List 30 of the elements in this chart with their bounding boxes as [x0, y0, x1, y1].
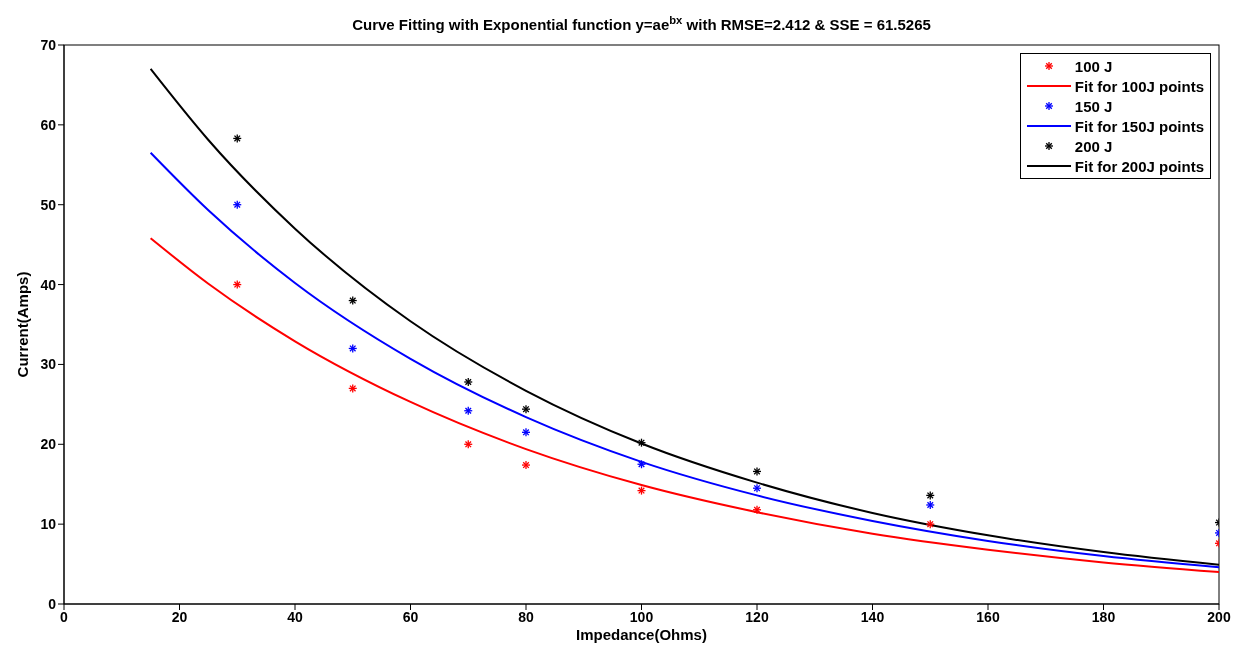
- y-tick-label: 40: [40, 276, 57, 293]
- y-tick-label: 70: [40, 36, 57, 53]
- x-tick-label: 200: [1207, 608, 1231, 625]
- x-tick-label: 180: [1091, 608, 1116, 625]
- legend-label: Fit for 150J points: [1074, 117, 1204, 135]
- legend-label: 150 J: [1074, 97, 1113, 115]
- legend-label: Fit for 100J points: [1074, 77, 1204, 95]
- x-tick-label: 60: [402, 608, 419, 625]
- y-tick-label: 20: [40, 436, 57, 453]
- x-tick-label: 40: [287, 608, 303, 625]
- y-tick-label: 30: [40, 356, 57, 373]
- x-axis-title: Impedance(Ohms): [576, 626, 707, 643]
- x-tick-label: 100: [629, 608, 654, 625]
- x-tick-label: 0: [60, 608, 69, 625]
- y-tick-label: 10: [40, 516, 57, 533]
- legend-label: Fit for 200J points: [1074, 157, 1204, 175]
- y-tick-label: 60: [40, 116, 57, 133]
- x-tick-label: 140: [860, 608, 885, 625]
- line-series: [149, 151, 1219, 569]
- y-tick-label: 0: [48, 595, 57, 612]
- x-tick-label: 160: [976, 608, 1000, 625]
- x-tick-label: 120: [745, 608, 769, 625]
- line-series: [149, 237, 1219, 574]
- x-tick-label: 80: [518, 608, 534, 625]
- y-tick-label: 50: [40, 196, 57, 213]
- chart-title: Curve Fitting with Exponential function y=ae$^{bx}$ with RMSE=2.412 & SSE = 61.5265: [352, 14, 931, 33]
- y-axis-title: Current(Amps): [14, 271, 31, 378]
- legend-label: 200 J: [1074, 137, 1113, 155]
- x-tick-label: 20: [171, 608, 188, 625]
- legend-label: 100 J: [1074, 57, 1113, 75]
